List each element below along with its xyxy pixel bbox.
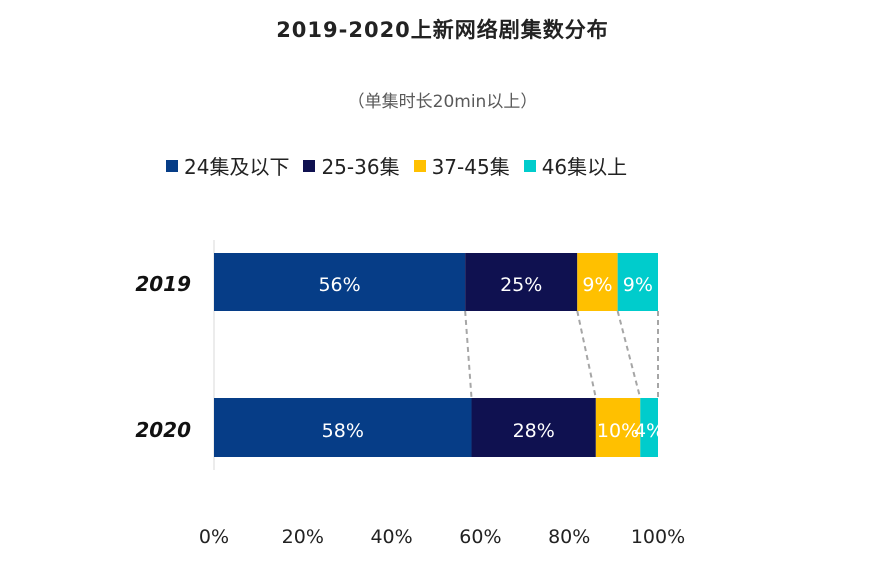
bar-segment bbox=[577, 253, 618, 311]
bar-segment bbox=[640, 398, 658, 457]
x-tick-label: 40% bbox=[370, 526, 412, 548]
legend-label: 24集及以下 bbox=[184, 155, 290, 179]
bar-segment bbox=[595, 398, 641, 457]
x-tick-label: 100% bbox=[631, 526, 685, 548]
bar-segment bbox=[617, 253, 658, 311]
data-label: 4% bbox=[634, 420, 664, 442]
data-label: 25% bbox=[500, 274, 542, 296]
legend: 24集及以下 25-36集 37-45集 46集以上 bbox=[166, 151, 627, 180]
data-label: 9% bbox=[623, 274, 653, 296]
legend-swatch bbox=[303, 159, 316, 172]
legend-item: 37-45集 bbox=[413, 151, 510, 180]
bar-segment bbox=[214, 398, 472, 457]
legend-label: 25-36集 bbox=[321, 155, 400, 179]
series-connector bbox=[616, 310, 642, 399]
x-tick-label: 0% bbox=[199, 526, 229, 548]
legend-label: 46集以上 bbox=[541, 155, 628, 179]
series-connector bbox=[576, 310, 597, 399]
data-label: 9% bbox=[582, 274, 612, 296]
category-label: 2020 bbox=[135, 418, 191, 442]
x-tick-label: 20% bbox=[282, 526, 324, 548]
legend-swatch bbox=[523, 159, 536, 172]
legend-swatch bbox=[413, 159, 426, 172]
legend-item: 46集以上 bbox=[523, 151, 628, 180]
x-tick-label: 80% bbox=[548, 526, 590, 548]
legend-label: 37-45集 bbox=[431, 155, 510, 179]
category-label: 2019 bbox=[135, 272, 191, 296]
chart-subtitle: （单集时长20min以上） bbox=[347, 92, 538, 112]
bar-segment bbox=[214, 253, 466, 311]
series-connector bbox=[464, 310, 473, 399]
legend-swatch bbox=[166, 159, 178, 172]
x-tick-label: 60% bbox=[459, 526, 501, 548]
data-label: 10% bbox=[597, 420, 639, 442]
data-label: 58% bbox=[322, 420, 364, 442]
bar-segment bbox=[465, 253, 578, 311]
legend-item: 25-36集 bbox=[303, 151, 400, 180]
chart-title: 2019-2020上新网络剧集数分布 bbox=[276, 18, 609, 42]
legend-item: 24集及以下 bbox=[166, 151, 289, 180]
data-label: 56% bbox=[318, 274, 360, 296]
data-label: 28% bbox=[513, 420, 555, 442]
bar-segment bbox=[471, 398, 596, 457]
